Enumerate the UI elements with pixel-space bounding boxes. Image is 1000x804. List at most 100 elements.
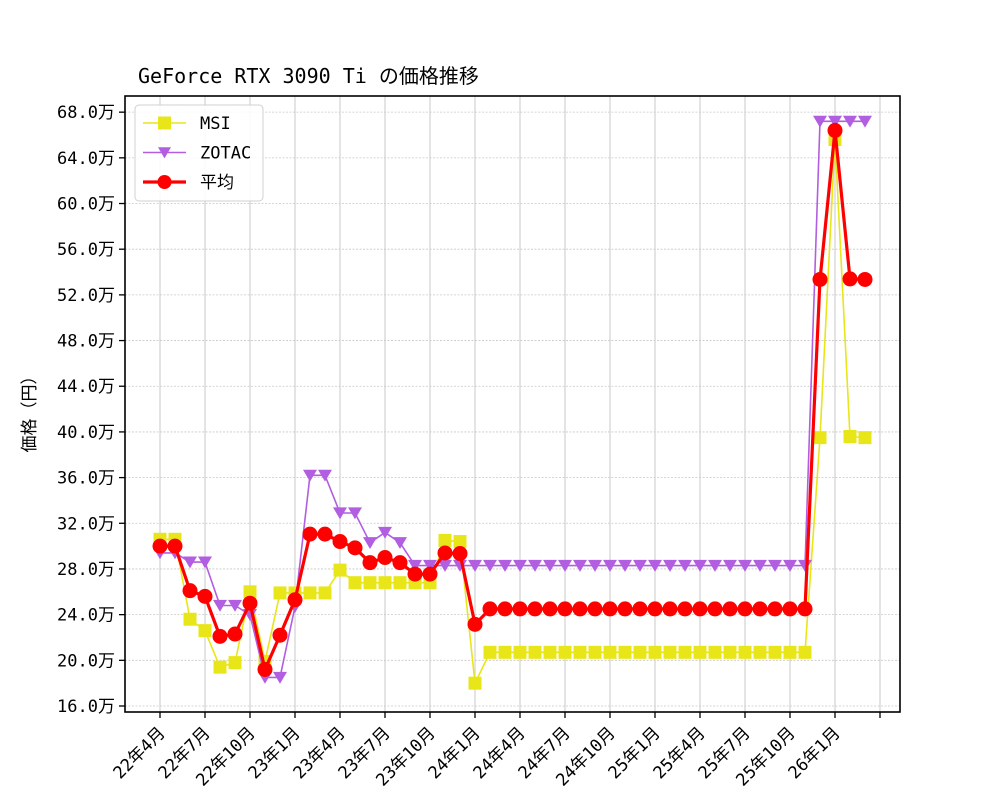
y-axis-label: 価格（円） (20, 368, 40, 453)
circle-marker (467, 616, 483, 632)
y-tick-label: 44.0万 (57, 377, 115, 397)
series-line (160, 128, 866, 672)
circle-marker (482, 601, 498, 617)
triangle-marker (663, 559, 677, 572)
circle-marker (602, 601, 618, 617)
square-marker (843, 429, 857, 443)
triangle-marker (843, 115, 857, 128)
legend-item: 平均 (143, 173, 234, 193)
triangle-marker (543, 559, 557, 572)
square-marker (528, 645, 542, 659)
triangle-marker (723, 559, 737, 572)
circle-marker (857, 271, 873, 287)
triangle-marker (348, 507, 362, 520)
triangle-marker (158, 147, 171, 159)
triangle-marker (633, 559, 647, 572)
square-marker (333, 563, 347, 577)
square-marker (378, 576, 392, 590)
circle-marker (452, 546, 468, 562)
square-marker (723, 645, 737, 659)
triangle-marker (378, 526, 392, 539)
square-marker (618, 645, 632, 659)
triangle-marker (708, 559, 722, 572)
triangle-marker (858, 115, 872, 128)
square-marker (783, 645, 797, 659)
triangle-marker (588, 559, 602, 572)
square-marker (483, 645, 497, 659)
triangle-marker (303, 469, 317, 482)
square-marker (498, 645, 512, 659)
circle-marker (197, 588, 213, 604)
triangle-marker (813, 115, 827, 128)
square-marker (813, 431, 827, 445)
circle-marker (842, 271, 858, 287)
square-marker (753, 645, 767, 659)
y-tick-label: 52.0万 (57, 286, 115, 306)
circle-marker (767, 601, 783, 617)
square-marker (228, 656, 242, 670)
circle-marker (167, 538, 183, 554)
triangle-marker (768, 559, 782, 572)
triangle-marker (468, 559, 482, 572)
y-tick-label: 60.0万 (57, 195, 115, 215)
legend-item: MSI (143, 114, 231, 134)
triangle-marker (333, 507, 347, 520)
circle-marker (317, 526, 333, 542)
y-tick-label: 68.0万 (57, 103, 115, 123)
triangle-marker (408, 559, 422, 572)
square-marker (158, 116, 171, 130)
y-tick-label: 20.0万 (57, 651, 115, 671)
circle-marker (152, 538, 168, 554)
circle-marker (227, 626, 243, 642)
square-marker (693, 645, 707, 659)
triangle-marker (228, 599, 242, 612)
chart-title: GeForce RTX 3090 Ti の価格推移 (138, 64, 479, 88)
circle-marker (812, 271, 828, 287)
circle-marker (752, 601, 768, 617)
y-tick-label: 36.0万 (57, 469, 115, 489)
triangle-marker (618, 559, 632, 572)
triangle-marker (573, 559, 587, 572)
x-axis: 22年4月22年7月22年10月23年1月23年4月23年7月23年10月24年… (110, 712, 881, 791)
legend-item: ZOTAC (143, 144, 251, 164)
triangle-marker (558, 559, 572, 572)
square-marker (768, 645, 782, 659)
triangle-marker (678, 559, 692, 572)
triangle-marker (648, 559, 662, 572)
circle-marker (632, 601, 648, 617)
square-marker (303, 586, 317, 600)
y-tick-label: 56.0万 (57, 240, 115, 260)
y-axis: 16.0万 20.0万 24.0万 28.0万 32.0万 36.0万 40.0万 44.0万… (57, 103, 125, 717)
circle-marker (302, 526, 318, 542)
legend-label: MSI (200, 114, 231, 134)
square-marker (558, 645, 572, 659)
y-tick-label: 28.0万 (57, 560, 115, 580)
circle-marker (497, 601, 513, 617)
series-平均 (152, 122, 873, 677)
square-marker (183, 612, 197, 626)
triangle-marker (513, 559, 527, 572)
series-ZOTAC (153, 115, 872, 684)
circle-marker (157, 175, 172, 189)
circle-marker (557, 601, 573, 617)
square-marker (318, 586, 332, 600)
circle-marker (662, 601, 678, 617)
square-marker (243, 585, 257, 599)
square-marker (513, 645, 527, 659)
square-marker (348, 576, 362, 590)
square-marker (633, 645, 647, 659)
circle-marker (512, 601, 528, 617)
plot-series (152, 115, 873, 690)
square-marker (198, 624, 212, 638)
triangle-marker (738, 559, 752, 572)
legend-label: ZOTAC (200, 144, 251, 164)
square-marker (453, 535, 467, 549)
triangle-marker (318, 469, 332, 482)
y-tick-label: 32.0万 (57, 514, 115, 534)
circle-marker (392, 555, 408, 571)
circle-marker (182, 583, 198, 599)
circle-marker (737, 601, 753, 617)
circle-marker (377, 550, 393, 566)
circle-marker (257, 661, 273, 677)
